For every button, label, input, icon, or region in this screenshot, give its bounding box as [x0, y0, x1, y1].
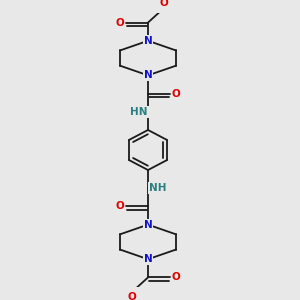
Text: N: N — [144, 70, 152, 80]
Text: NH: NH — [149, 183, 167, 193]
Text: N: N — [144, 254, 152, 264]
Text: O: O — [128, 292, 136, 300]
Text: O: O — [116, 201, 124, 212]
Text: O: O — [160, 0, 168, 8]
Text: HN: HN — [130, 107, 148, 117]
Text: O: O — [116, 18, 124, 28]
Text: O: O — [172, 272, 180, 282]
Text: N: N — [144, 220, 152, 230]
Text: N: N — [144, 36, 152, 46]
Text: O: O — [172, 88, 180, 99]
